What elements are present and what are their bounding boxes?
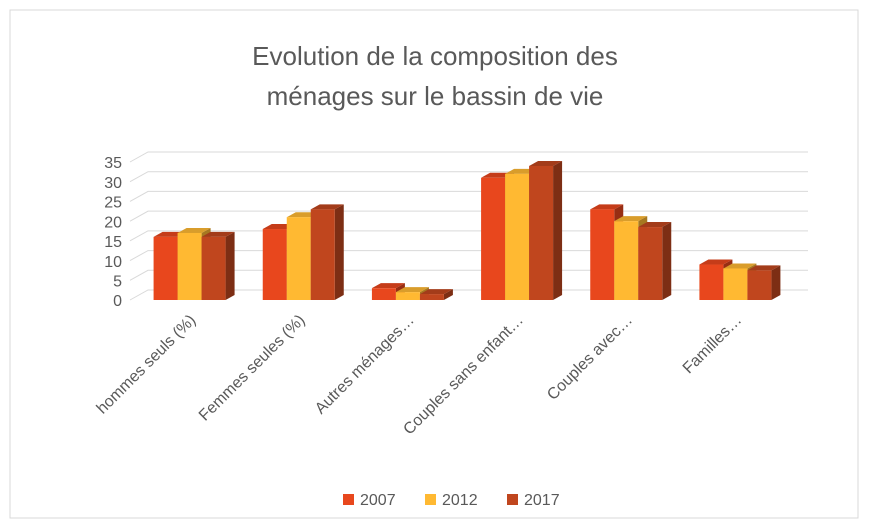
bar-top	[699, 259, 733, 265]
legend-label: 2017	[524, 492, 560, 509]
bar-side	[443, 289, 453, 300]
bar-top	[177, 227, 211, 233]
legend-label: 2007	[360, 492, 396, 509]
bar	[286, 217, 311, 300]
grid-line	[129, 171, 808, 183]
bar-top	[747, 265, 781, 271]
bar	[310, 209, 335, 300]
bar	[747, 270, 772, 300]
bar	[201, 236, 226, 300]
bar-top	[371, 283, 405, 289]
bar	[699, 264, 724, 300]
grid-line	[129, 190, 808, 202]
bar-top	[614, 216, 648, 222]
bar-top	[419, 289, 453, 295]
bar-top	[529, 160, 563, 166]
bar	[638, 227, 663, 300]
bar-top	[201, 231, 235, 237]
y-tick-label: 20	[104, 214, 122, 231]
bar	[529, 165, 554, 300]
grid-line	[129, 289, 808, 301]
y-tick-label: 10	[104, 254, 122, 271]
bar-top	[310, 204, 344, 210]
bar	[419, 294, 444, 300]
bar-top	[723, 263, 757, 269]
bar	[481, 177, 506, 300]
bar-side	[771, 265, 781, 300]
y-tick-label: 0	[113, 293, 122, 310]
bar-side	[553, 160, 563, 300]
y-tick-label: 30	[104, 175, 122, 192]
y-tick-label: 15	[104, 234, 122, 251]
bar-top	[638, 222, 672, 228]
bar	[371, 288, 396, 300]
bar	[395, 292, 420, 300]
bar-side	[662, 222, 672, 300]
legend-swatch	[425, 494, 436, 505]
y-tick-label: 25	[104, 195, 122, 212]
bar-side	[225, 231, 235, 300]
grid-line	[129, 210, 808, 222]
y-tick-label: 5	[113, 274, 122, 291]
chart-title: Evolution de la composition des ménages …	[252, 41, 618, 111]
legend-swatch	[507, 494, 518, 505]
grid-line	[129, 151, 808, 163]
grid-line	[129, 250, 808, 262]
legend-swatch	[343, 494, 354, 505]
bar	[723, 268, 748, 300]
y-tick-label: 35	[104, 155, 122, 172]
bar	[590, 209, 615, 300]
bar-top	[590, 204, 624, 210]
bar	[153, 236, 178, 300]
bar	[505, 173, 530, 300]
bar-side	[334, 204, 344, 300]
bar	[177, 232, 202, 300]
legend-label: 2012	[442, 492, 478, 509]
grid-line	[129, 269, 808, 281]
bar-top	[395, 287, 429, 293]
bar	[614, 221, 639, 300]
grid-line	[129, 230, 808, 242]
bar	[262, 229, 287, 300]
